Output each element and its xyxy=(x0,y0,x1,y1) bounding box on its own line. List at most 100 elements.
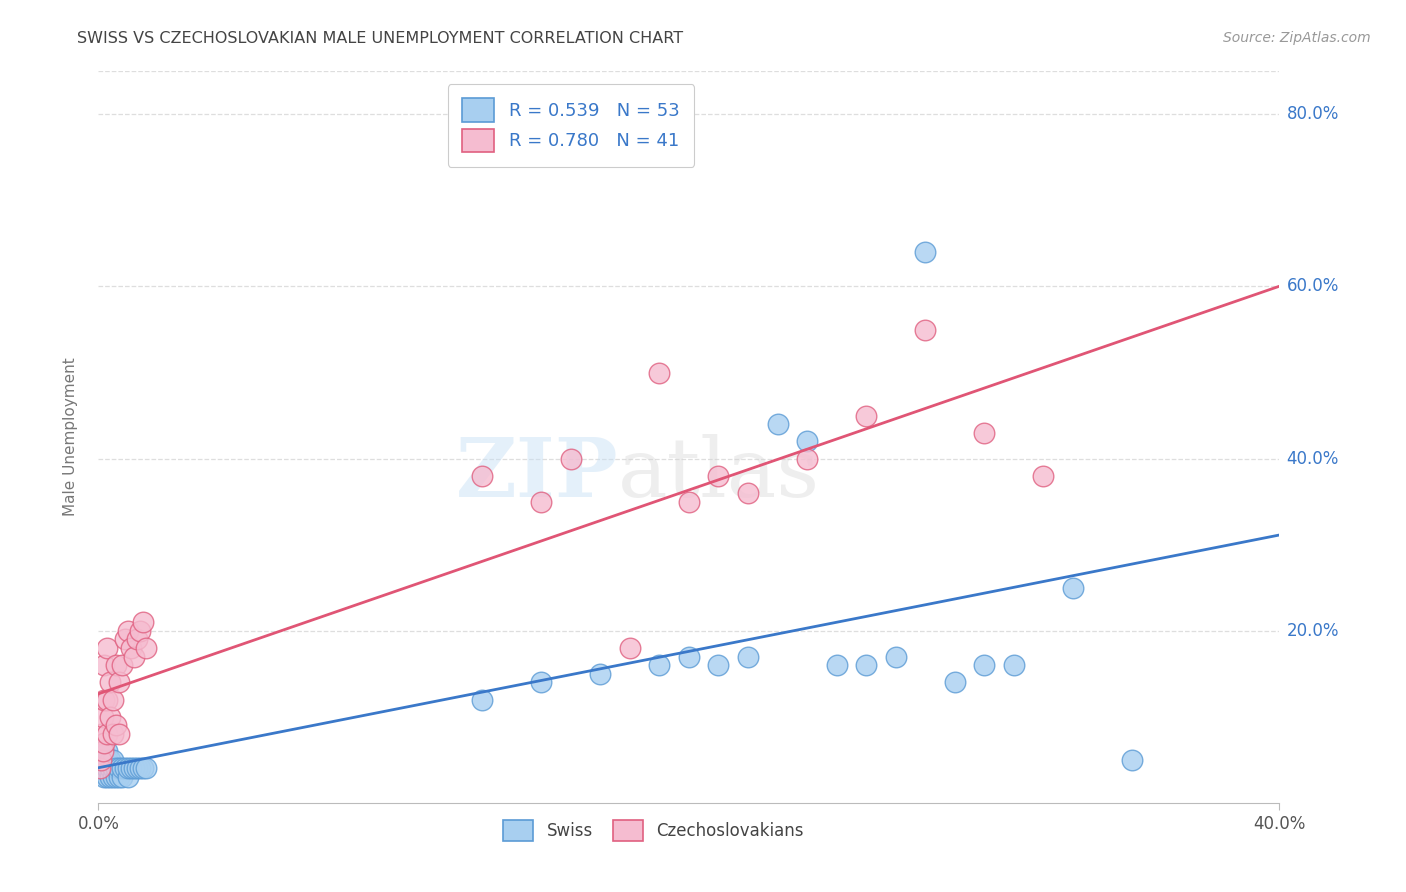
Point xyxy=(125,761,148,775)
Point xyxy=(90,744,112,758)
Point xyxy=(96,727,118,741)
Point xyxy=(91,744,114,758)
Legend: Swiss, Czechoslovakians: Swiss, Czechoslovakians xyxy=(495,811,813,849)
Point xyxy=(96,770,118,784)
Point xyxy=(96,744,118,758)
Point xyxy=(90,727,112,741)
Point xyxy=(114,632,136,647)
Point xyxy=(89,761,111,775)
Point xyxy=(589,666,612,681)
Point xyxy=(855,409,877,423)
Point xyxy=(678,649,700,664)
Point xyxy=(103,692,125,706)
Point xyxy=(111,770,134,784)
Point xyxy=(884,649,907,664)
Point xyxy=(105,761,128,775)
Point xyxy=(114,761,136,775)
Point xyxy=(103,727,125,741)
Text: SWISS VS CZECHOSLOVAKIAN MALE UNEMPLOYMENT CORRELATION CHART: SWISS VS CZECHOSLOVAKIAN MALE UNEMPLOYME… xyxy=(77,31,683,46)
Point xyxy=(1032,468,1054,483)
Point xyxy=(135,640,157,655)
Point xyxy=(128,624,150,638)
Point xyxy=(117,761,139,775)
Point xyxy=(619,640,641,655)
Point xyxy=(91,710,114,724)
Point xyxy=(943,675,966,690)
Point xyxy=(111,761,134,775)
Point xyxy=(125,632,148,647)
Point xyxy=(93,753,115,767)
Point xyxy=(122,649,145,664)
Point xyxy=(648,366,671,380)
Point xyxy=(737,486,759,500)
Point xyxy=(96,753,118,767)
Point xyxy=(103,770,125,784)
Point xyxy=(96,761,118,775)
Point xyxy=(648,658,671,673)
Point xyxy=(796,451,818,466)
Point xyxy=(93,761,115,775)
Point xyxy=(98,675,121,690)
Point xyxy=(91,761,114,775)
Point xyxy=(132,615,155,629)
Point xyxy=(93,770,115,784)
Point xyxy=(1002,658,1025,673)
Point xyxy=(766,417,789,432)
Point xyxy=(108,770,131,784)
Point xyxy=(128,761,150,775)
Point xyxy=(98,710,121,724)
Point xyxy=(105,718,128,732)
Point xyxy=(90,761,112,775)
Text: 80.0%: 80.0% xyxy=(1286,105,1339,123)
Point xyxy=(108,727,131,741)
Point xyxy=(120,640,142,655)
Text: 40.0%: 40.0% xyxy=(1286,450,1339,467)
Point xyxy=(825,658,848,673)
Point xyxy=(117,624,139,638)
Point xyxy=(855,658,877,673)
Point xyxy=(914,245,936,260)
Point xyxy=(96,640,118,655)
Point xyxy=(98,761,121,775)
Point xyxy=(96,692,118,706)
Point xyxy=(530,494,553,508)
Point xyxy=(93,692,115,706)
Point xyxy=(105,658,128,673)
Point xyxy=(914,322,936,336)
Point xyxy=(111,658,134,673)
Point xyxy=(98,753,121,767)
Point xyxy=(93,744,115,758)
Point xyxy=(108,675,131,690)
Point xyxy=(90,753,112,767)
Text: Source: ZipAtlas.com: Source: ZipAtlas.com xyxy=(1223,31,1371,45)
Point xyxy=(89,761,111,775)
Point xyxy=(103,753,125,767)
Point xyxy=(132,761,155,775)
Point xyxy=(973,425,995,440)
Text: 60.0%: 60.0% xyxy=(1286,277,1339,295)
Point xyxy=(737,649,759,664)
Point xyxy=(1121,753,1143,767)
Text: 20.0%: 20.0% xyxy=(1286,622,1339,640)
Point xyxy=(135,761,157,775)
Point xyxy=(91,753,114,767)
Point xyxy=(678,494,700,508)
Point xyxy=(122,761,145,775)
Point xyxy=(103,761,125,775)
Point xyxy=(796,434,818,449)
Point xyxy=(530,675,553,690)
Point xyxy=(707,468,730,483)
Point xyxy=(90,753,112,767)
Point xyxy=(108,761,131,775)
Point xyxy=(105,770,128,784)
Point xyxy=(560,451,582,466)
Point xyxy=(93,735,115,749)
Point xyxy=(98,770,121,784)
Point xyxy=(973,658,995,673)
Point xyxy=(1062,581,1084,595)
Point xyxy=(471,468,494,483)
Point xyxy=(120,761,142,775)
Y-axis label: Male Unemployment: Male Unemployment xyxy=(63,358,77,516)
Point xyxy=(707,658,730,673)
Text: atlas: atlas xyxy=(619,434,820,514)
